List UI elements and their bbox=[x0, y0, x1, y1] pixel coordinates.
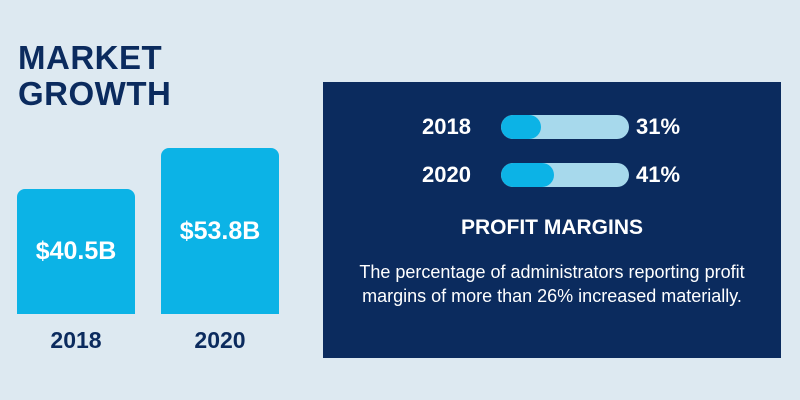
title-line-2: GROWTH bbox=[18, 75, 172, 112]
margin-track-2020 bbox=[501, 163, 629, 187]
title-line-1: MARKET bbox=[18, 39, 163, 76]
chart-title: MARKET GROWTH bbox=[18, 40, 171, 112]
margin-fill-2020 bbox=[501, 163, 554, 187]
margin-value-2020: 41% bbox=[636, 162, 681, 187]
bar-2018: $40.5B bbox=[17, 189, 135, 314]
margin-year-2018: 2018 bbox=[422, 114, 471, 139]
bar-value-2020: $53.8B bbox=[179, 216, 261, 245]
margin-track-2018 bbox=[501, 115, 629, 139]
category-label-2018: 2018 bbox=[50, 327, 102, 353]
profit-margins-panel: 2018 31% 2020 41% PROFIT MARGINS The per… bbox=[323, 82, 781, 358]
margin-fill-2018 bbox=[501, 115, 541, 139]
bar-2020: $53.8B bbox=[161, 148, 279, 314]
category-label-2020: 2020 bbox=[194, 327, 246, 353]
margin-year-2020: 2020 bbox=[422, 162, 471, 187]
panel-description: The percentage of administrators reporti… bbox=[359, 262, 745, 306]
margin-value-2018: 31% bbox=[636, 114, 681, 139]
panel-heading: PROFIT MARGINS bbox=[461, 216, 643, 239]
bar-value-2018: $40.5B bbox=[35, 237, 117, 265]
